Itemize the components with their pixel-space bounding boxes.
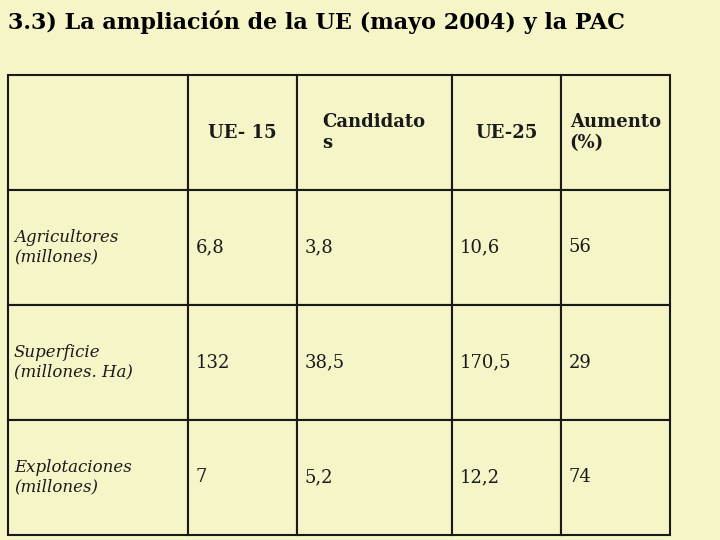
Text: 3.3) La ampliación de la UE (mayo 2004) y la PAC: 3.3) La ampliación de la UE (mayo 2004) … [8,10,625,33]
Bar [561,305,670,420]
Bar [451,420,561,535]
Bar [561,420,670,535]
Bar [8,75,187,190]
Text: Aumento
(%): Aumento (%) [570,113,661,152]
Bar [187,75,297,190]
Text: 3,8: 3,8 [305,239,333,256]
Text: Candidato
s: Candidato s [323,113,426,152]
Bar [187,190,297,305]
Bar [8,190,187,305]
Text: 7: 7 [196,469,207,487]
Bar [187,305,297,420]
Text: 170,5: 170,5 [459,354,511,372]
Bar [451,190,561,305]
Bar [561,75,670,190]
Text: 74: 74 [569,469,591,487]
Bar [297,420,451,535]
Bar [187,420,297,535]
Bar [297,190,451,305]
Bar [297,305,451,420]
Bar [8,420,187,535]
Bar [8,305,187,420]
Bar [297,75,451,190]
Text: 5,2: 5,2 [305,469,333,487]
Text: UE-25: UE-25 [475,124,537,141]
Bar [451,75,561,190]
Text: Superficie
(millones. Ha): Superficie (millones. Ha) [14,344,133,381]
Text: 29: 29 [569,354,592,372]
Text: 6,8: 6,8 [196,239,224,256]
Text: Explotaciones
(millones): Explotaciones (millones) [14,459,132,496]
Text: 38,5: 38,5 [305,354,345,372]
Text: 10,6: 10,6 [459,239,500,256]
Bar [561,190,670,305]
Text: Agricultores
(millones): Agricultores (millones) [14,229,118,266]
Text: 56: 56 [569,239,592,256]
Text: UE- 15: UE- 15 [208,124,276,141]
Text: 132: 132 [196,354,230,372]
Bar [451,305,561,420]
Text: 12,2: 12,2 [459,469,500,487]
